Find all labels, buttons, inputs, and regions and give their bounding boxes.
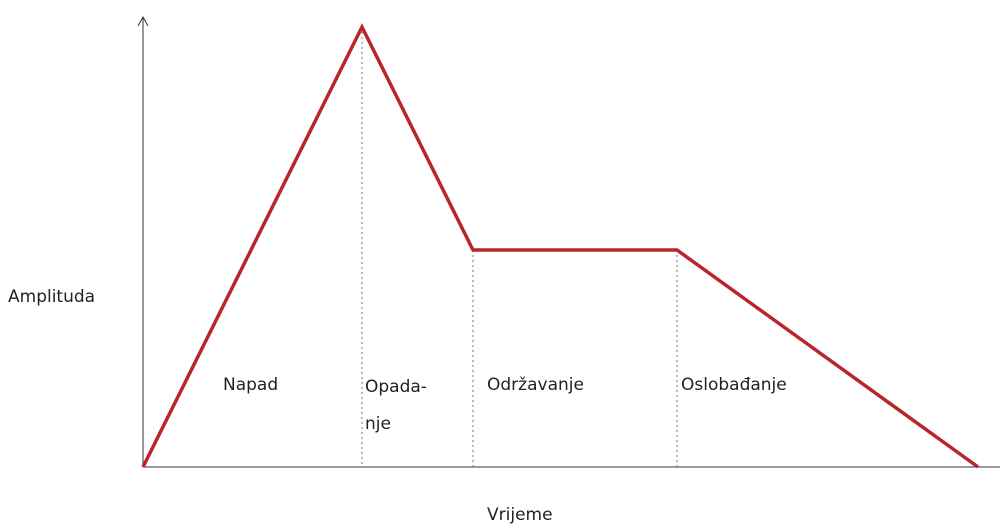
envelope-line (141, 23, 980, 469)
phase-label: Održavanje (487, 375, 584, 395)
phase-label: Opada- (365, 377, 427, 397)
y-axis-arrow (137, 15, 149, 27)
phase-label: Napad (223, 375, 278, 395)
phase-label: nje (365, 414, 391, 434)
phase-label: Oslobađanje (681, 375, 787, 395)
y-axis-label: Amplituda (8, 287, 95, 307)
x-axis-label: Vrijeme (487, 505, 553, 525)
